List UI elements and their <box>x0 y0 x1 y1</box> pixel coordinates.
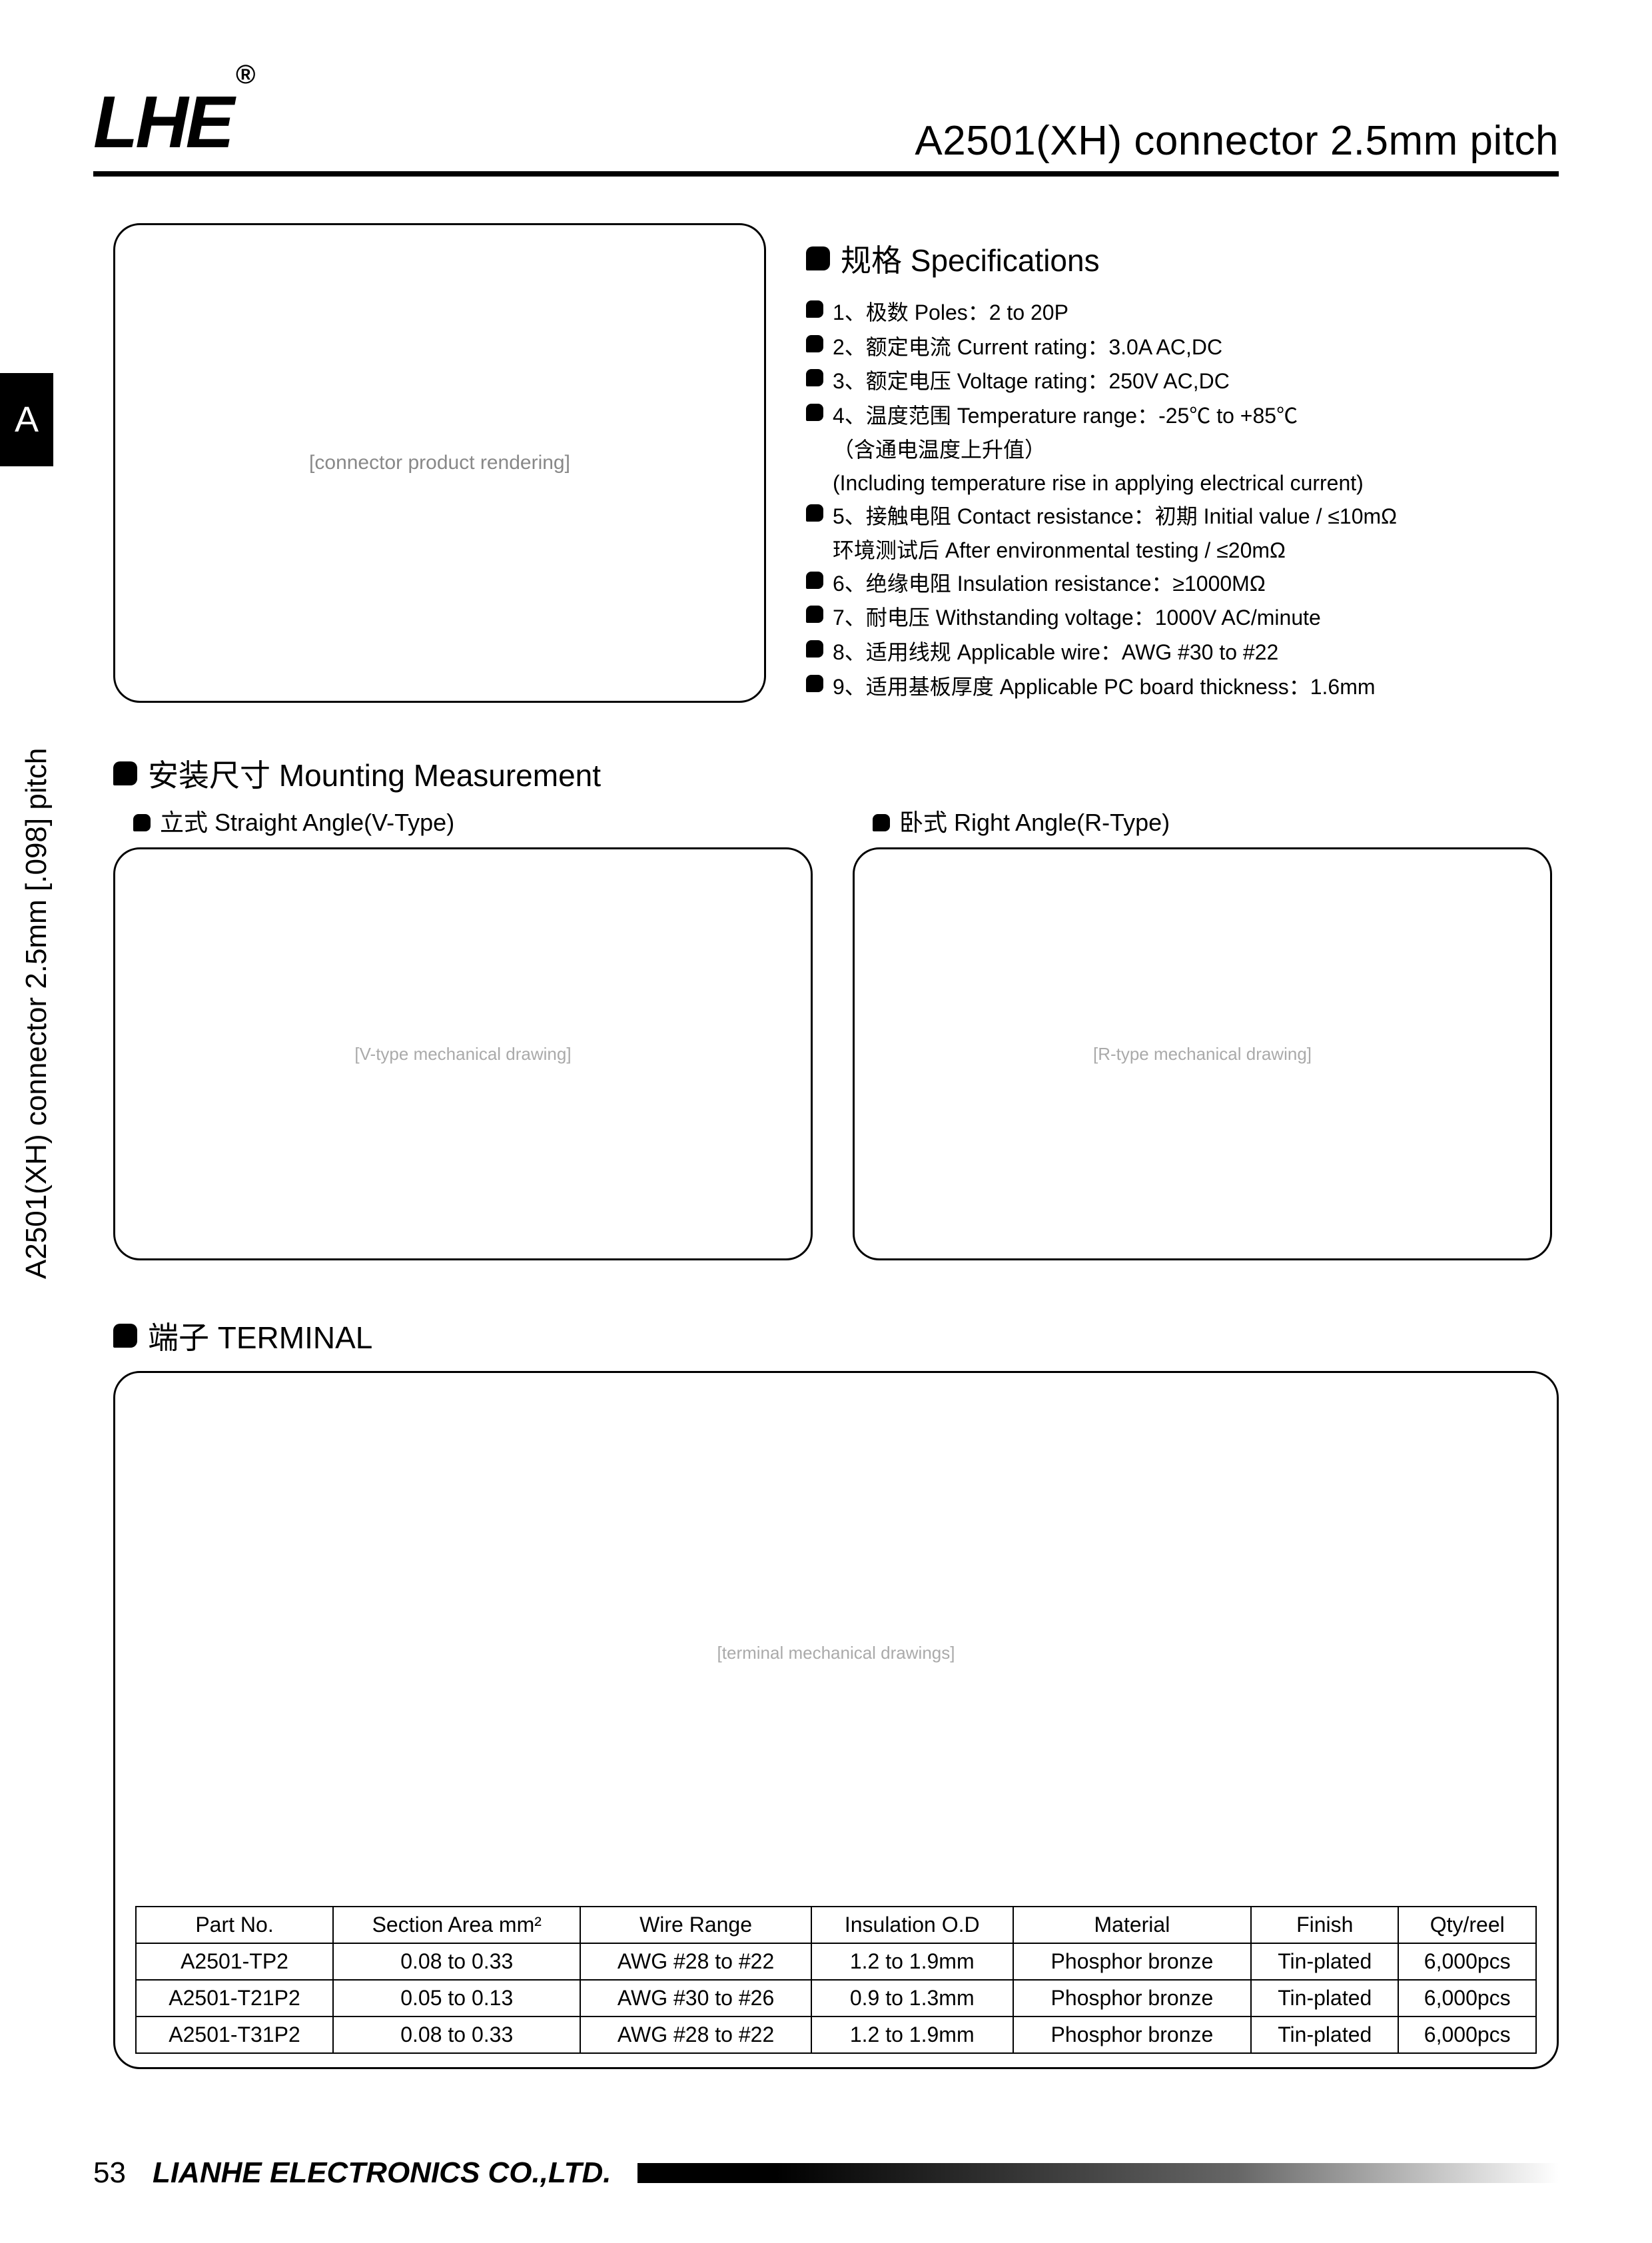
spec-subtext: （含通电温度上升值） <box>833 434 1559 467</box>
terminal-heading: 端子 TERMINAL <box>148 1314 372 1358</box>
page-number: 53 <box>93 2156 126 2190</box>
specifications-panel: 规格 Specifications 1、极数 Poles：2 to 20P2、额… <box>806 223 1559 705</box>
terminal-table: Part No.Section Area mm²Wire RangeInsula… <box>135 1906 1537 2054</box>
bullet-icon <box>806 606 823 623</box>
terminal-table-cell: Tin-plated <box>1251 2017 1398 2053</box>
bullet-icon <box>806 675 823 692</box>
drawing-placeholder: [R-type mechanical drawing] <box>1093 1044 1312 1065</box>
terminal-table-header-cell: Material <box>1013 1907 1251 1943</box>
terminal-table-body: A2501-TP20.08 to 0.33AWG #28 to #221.2 t… <box>136 1943 1536 2053</box>
spec-text: 2、额定电流 Current rating：3.0A AC,DC <box>833 331 1222 364</box>
logo-text: LHE <box>93 81 232 163</box>
terminal-table-header-cell: Qty/reel <box>1398 1907 1536 1943</box>
spec-subtext: (Including temperature rise in applying … <box>833 467 1559 500</box>
bullet-icon <box>113 761 137 785</box>
r-type-drawing: [R-type mechanical drawing] <box>853 847 1552 1260</box>
spec-item: 3、额定电压 Voltage rating：250V AC,DC <box>806 365 1559 398</box>
bullet-icon <box>806 404 823 421</box>
specifications-list: 1、极数 Poles：2 to 20P2、额定电流 Current rating… <box>806 296 1559 703</box>
terminal-table-cell: 0.08 to 0.33 <box>333 1943 580 1980</box>
spec-text: 3、额定电压 Voltage rating：250V AC,DC <box>833 365 1230 398</box>
spec-subtext: 环境测试后 After environmental testing / ≤20m… <box>833 534 1559 568</box>
spec-text: 1、极数 Poles：2 to 20P <box>833 296 1068 330</box>
terminal-table-cell: 1.2 to 1.9mm <box>811 1943 1013 1980</box>
terminal-table-cell: AWG #28 to #22 <box>580 2017 811 2053</box>
terminal-table-cell: 0.08 to 0.33 <box>333 2017 580 2053</box>
terminal-table-header-cell: Insulation O.D <box>811 1907 1013 1943</box>
terminal-table-cell: Phosphor bronze <box>1013 2017 1251 2053</box>
bullet-icon <box>806 369 823 386</box>
terminal-table-cell: Tin-plated <box>1251 1980 1398 2017</box>
terminal-table-cell: 0.9 to 1.3mm <box>811 1980 1013 2017</box>
terminal-table-header-row: Part No.Section Area mm²Wire RangeInsula… <box>136 1907 1536 1943</box>
bullet-icon <box>806 335 823 352</box>
terminal-table-cell: 6,000pcs <box>1398 1943 1536 1980</box>
page-title: A2501(XH) connector 2.5mm pitch <box>915 117 1559 165</box>
bullet-icon <box>133 814 151 831</box>
terminal-table-cell: 0.05 to 0.13 <box>333 1980 580 2017</box>
page-header: LHE® A2501(XH) connector 2.5mm pitch <box>93 80 1559 165</box>
footer-gradient-bar <box>637 2163 1559 2183</box>
company-name: LIANHE ELECTRONICS CO.,LTD. <box>153 2156 612 2190</box>
terminal-table-header-cell: Wire Range <box>580 1907 811 1943</box>
terminal-table-row: A2501-T31P20.08 to 0.33AWG #28 to #221.2… <box>136 2017 1536 2053</box>
terminal-table-row: A2501-T21P20.05 to 0.13AWG #30 to #260.9… <box>136 1980 1536 2017</box>
terminal-panel: [terminal mechanical drawings] Part No.S… <box>113 1371 1559 2069</box>
terminal-table-cell: Phosphor bronze <box>1013 1980 1251 2017</box>
spec-item: 4、温度范围 Temperature range：-25℃ to +85℃ <box>806 400 1559 433</box>
spec-item: 8、适用线规 Applicable wire：AWG #30 to #22 <box>806 636 1559 670</box>
spec-item: 9、适用基板厚度 Applicable PC board thickness：1… <box>806 671 1559 704</box>
bullet-icon <box>806 300 823 318</box>
product-illustration-box: [connector product rendering] <box>113 223 766 703</box>
bullet-icon <box>806 572 823 589</box>
terminal-table-cell: A2501-TP2 <box>136 1943 333 1980</box>
terminal-table-cell: Tin-plated <box>1251 1943 1398 1980</box>
bullet-icon <box>113 1324 137 1348</box>
mounting-left-title: 立式 Straight Angle(V-Type) <box>160 803 454 838</box>
terminal-table-row: A2501-TP20.08 to 0.33AWG #28 to #221.2 t… <box>136 1943 1536 1980</box>
terminal-table-cell: A2501-T31P2 <box>136 2017 333 2053</box>
terminal-table-header-cell: Part No. <box>136 1907 333 1943</box>
spec-text: 6、绝缘电阻 Insulation resistance：≥1000MΩ <box>833 568 1266 601</box>
bullet-icon <box>806 640 823 658</box>
registered-symbol: ® <box>236 60 252 89</box>
spec-text: 5、接触电阻 Contact resistance：初期 Initial val… <box>833 500 1397 534</box>
terminal-table-cell: 6,000pcs <box>1398 2017 1536 2053</box>
terminal-table-cell: 1.2 to 1.9mm <box>811 2017 1013 2053</box>
product-illustration-placeholder: [connector product rendering] <box>135 245 744 681</box>
specifications-heading: 规格 Specifications <box>841 236 1100 280</box>
spec-text: 8、适用线规 Applicable wire：AWG #30 to #22 <box>833 636 1278 670</box>
drawing-placeholder: [V-type mechanical drawing] <box>354 1044 571 1065</box>
mounting-heading: 安装尺寸 Mounting Measurement <box>148 751 601 795</box>
drawing-placeholder: [terminal mechanical drawings] <box>717 1643 955 1663</box>
brand-logo: LHE® <box>93 80 248 165</box>
spec-text: 4、温度范围 Temperature range：-25℃ to +85℃ <box>833 400 1298 433</box>
spec-item: 5、接触电阻 Contact resistance：初期 Initial val… <box>806 500 1559 534</box>
bullet-icon <box>873 814 890 831</box>
terminal-table-cell: 6,000pcs <box>1398 1980 1536 2017</box>
spec-text: 9、适用基板厚度 Applicable PC board thickness：1… <box>833 671 1376 704</box>
bullet-icon <box>806 504 823 522</box>
spec-text: 7、耐电压 Withstanding voltage：1000V AC/minu… <box>833 602 1321 635</box>
terminal-table-cell: AWG #30 to #26 <box>580 1980 811 2017</box>
section-tab: A <box>0 373 53 466</box>
spec-item: 1、极数 Poles：2 to 20P <box>806 296 1559 330</box>
header-divider <box>93 171 1559 177</box>
mounting-right-title: 卧式 Right Angle(R-Type) <box>899 803 1170 838</box>
terminal-table-header-cell: Finish <box>1251 1907 1398 1943</box>
spec-item: 6、绝缘电阻 Insulation resistance：≥1000MΩ <box>806 568 1559 601</box>
bullet-icon <box>806 246 830 270</box>
page-footer: 53 LIANHE ELECTRONICS CO.,LTD. <box>93 2156 1559 2190</box>
v-type-drawing: [V-type mechanical drawing] <box>113 847 813 1260</box>
section-tab-letter: A <box>15 399 39 440</box>
terminal-table-header-cell: Section Area mm² <box>333 1907 580 1943</box>
spec-item: 7、耐电压 Withstanding voltage：1000V AC/minu… <box>806 602 1559 635</box>
terminal-table-cell: Phosphor bronze <box>1013 1943 1251 1980</box>
spec-item: 2、额定电流 Current rating：3.0A AC,DC <box>806 331 1559 364</box>
terminal-drawings: [terminal mechanical drawings] <box>135 1400 1537 1906</box>
terminal-table-cell: AWG #28 to #22 <box>580 1943 811 1980</box>
side-vertical-label: A2501(XH) connector 2.5mm [.098] pitch <box>20 748 53 1279</box>
terminal-table-cell: A2501-T21P2 <box>136 1980 333 2017</box>
